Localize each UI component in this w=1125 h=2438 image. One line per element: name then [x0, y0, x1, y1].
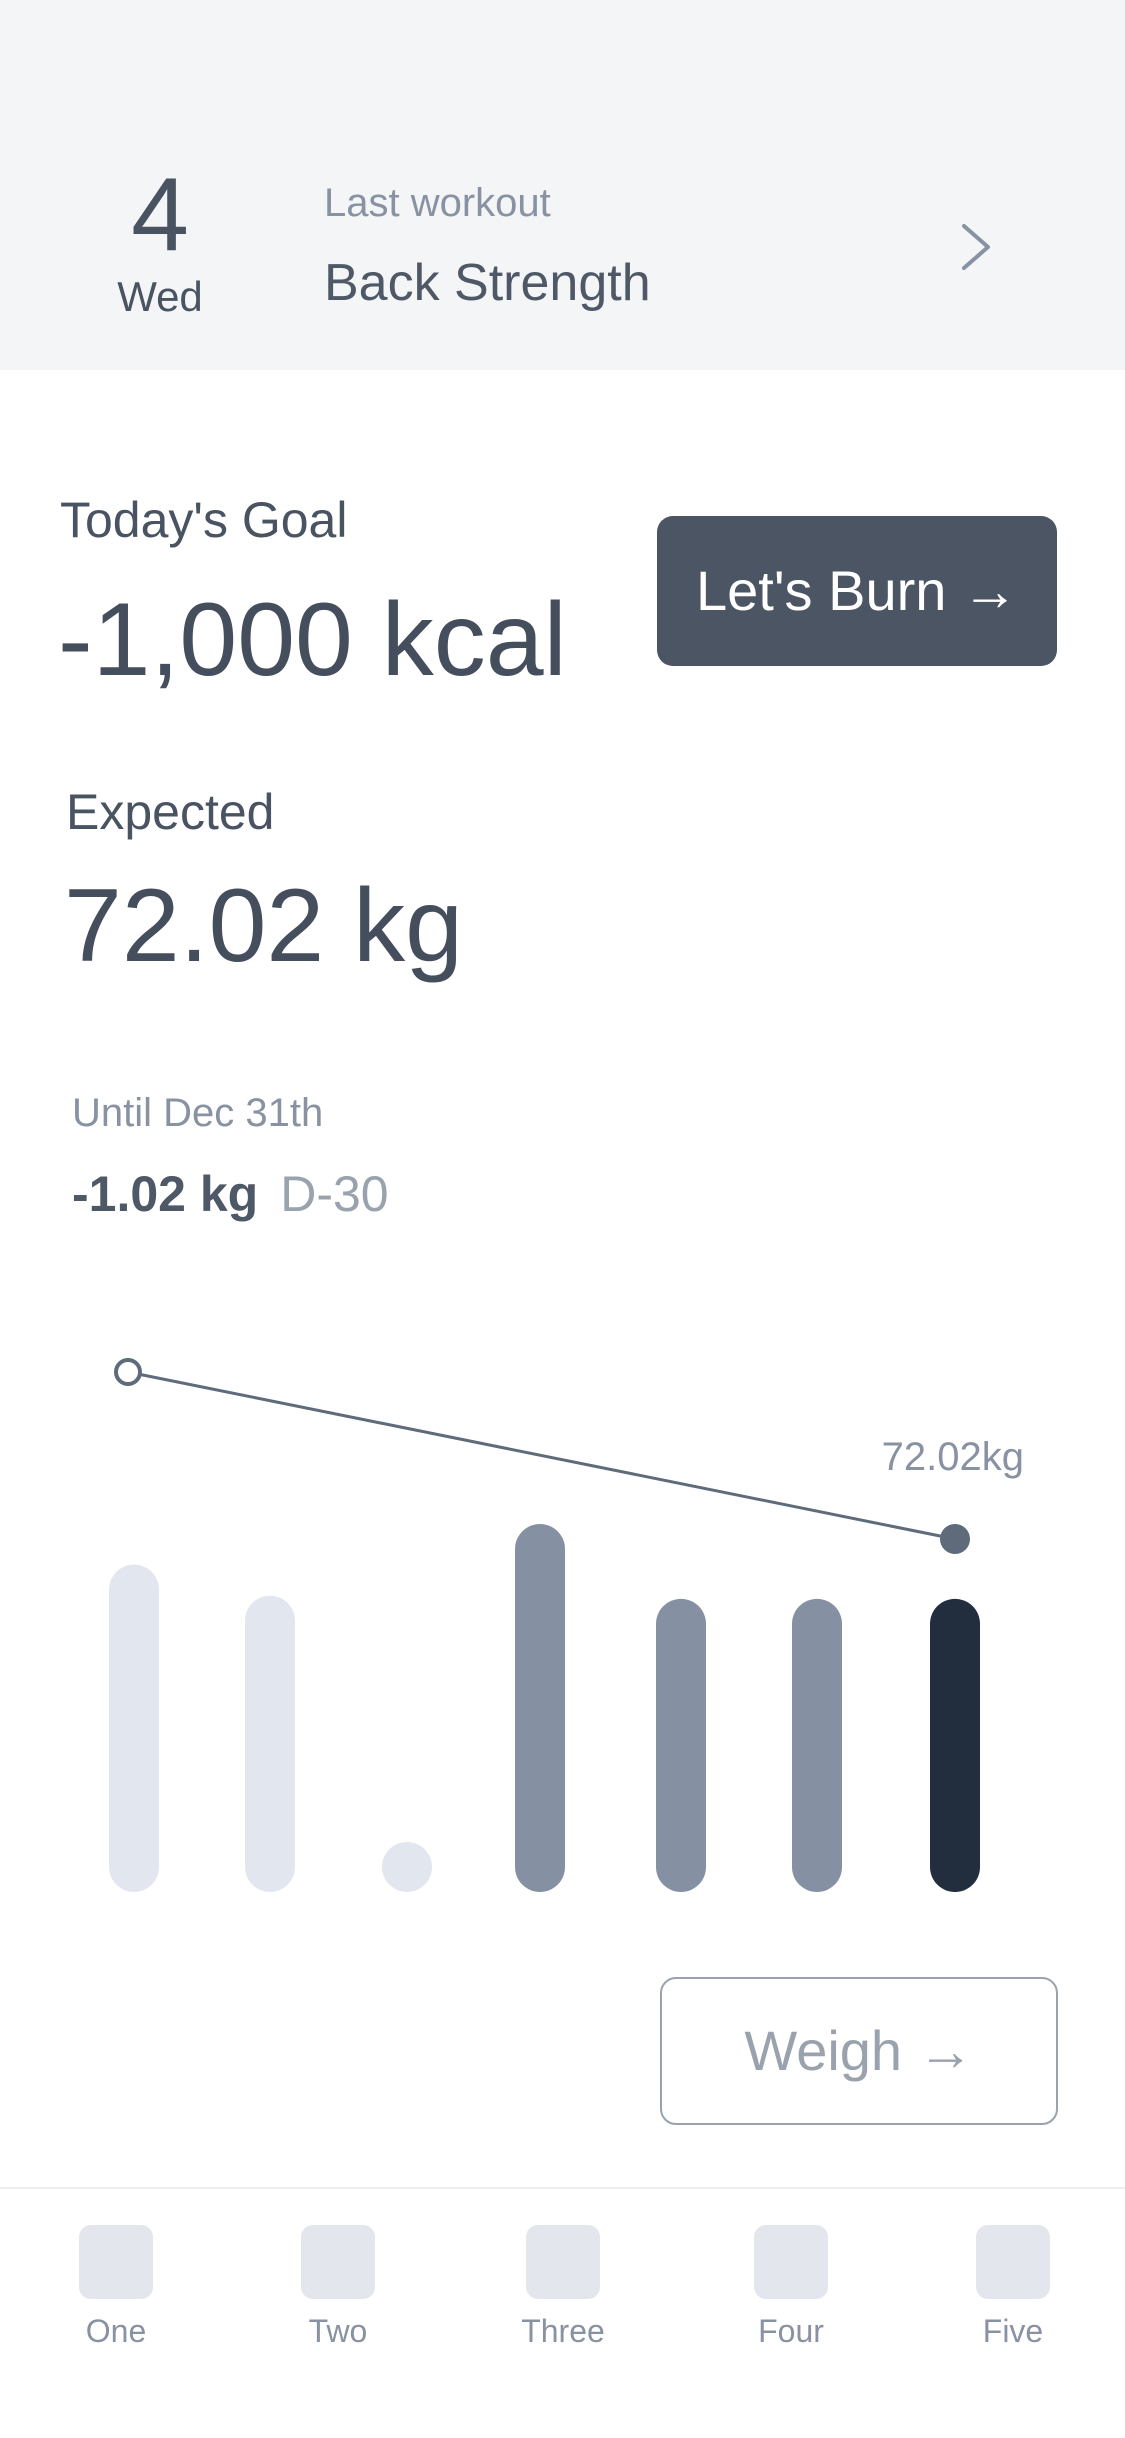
tab-three-icon [526, 2225, 600, 2299]
tab-five-label: Five [982, 2313, 1044, 2349]
tab-four[interactable]: Four [716, 2207, 866, 2357]
tab-one-icon [79, 2225, 153, 2299]
chart-bar-4 [515, 1524, 565, 1892]
header: 4 Wed Last workout Back Strength [0, 0, 1125, 370]
chart-bar-2 [245, 1595, 295, 1892]
weight-chart: 72.02kg [109, 1358, 1024, 1892]
chevron-right-icon[interactable] [958, 222, 994, 272]
until-label: Until Dec 31th [72, 1091, 324, 1135]
tab-five-icon [976, 2225, 1050, 2299]
chart-bar-6 [792, 1598, 842, 1892]
date-weekday: Wed [117, 273, 203, 320]
tab-four-icon [754, 2225, 828, 2299]
expected-label: Expected [66, 784, 275, 840]
last-workout-name[interactable]: Back Strength [324, 254, 651, 312]
lets-burn-button[interactable]: Let's Burn → [657, 516, 1057, 666]
expected-value: 72.02 kg [64, 868, 463, 984]
trend-start-point [114, 1358, 142, 1386]
chart-bar-3 [382, 1842, 432, 1892]
tab-five[interactable]: Five [938, 2207, 1088, 2357]
tab-two-label: Two [308, 2313, 368, 2349]
goal-label: Today's Goal [60, 492, 348, 548]
chart-bar-1 [109, 1564, 159, 1892]
until-summary: -1.02 kg D-30 [72, 1164, 389, 1224]
tab-one[interactable]: One [41, 2207, 191, 2357]
d-day-count: D-30 [280, 1166, 389, 1222]
tab-three-label: Three [521, 2313, 605, 2349]
trend-end-label: 72.02kg [882, 1435, 1024, 1479]
tab-three[interactable]: Three [488, 2207, 638, 2357]
tab-bar: One Two Three Four Five [0, 2187, 1125, 2438]
trend-line [127, 1370, 956, 1541]
tab-four-label: Four [758, 2313, 824, 2349]
goal-value: -1,000 kcal [58, 582, 567, 698]
tab-one-label: One [85, 2313, 147, 2349]
weigh-button[interactable]: Weigh → [660, 1977, 1058, 2125]
trend-end-point [940, 1524, 970, 1554]
last-workout-label: Last workout [324, 181, 551, 225]
chart-bar-7 [930, 1598, 980, 1892]
date-number: 4 [131, 157, 189, 273]
tab-two[interactable]: Two [263, 2207, 413, 2357]
weight-delta: -1.02 kg [72, 1166, 259, 1222]
chart-bar-5 [656, 1598, 706, 1892]
tab-two-icon [301, 2225, 375, 2299]
